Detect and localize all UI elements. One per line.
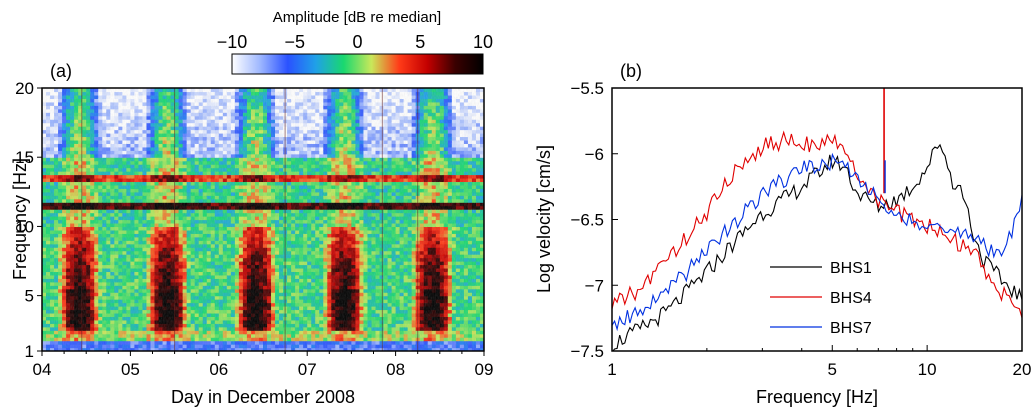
colorbar [232, 54, 483, 74]
colorbar-tick-label: 10 [473, 32, 493, 52]
colorbar-tick-label: 0 [352, 32, 362, 52]
colorbar-tick-label: 5 [415, 32, 425, 52]
colorbar-label: Amplitude [dB re median] [273, 9, 441, 26]
colorbar-tick-label: −10 [217, 32, 248, 52]
panel-label-a: (a) [50, 61, 72, 81]
colorbar-tick-label: −5 [284, 32, 305, 52]
